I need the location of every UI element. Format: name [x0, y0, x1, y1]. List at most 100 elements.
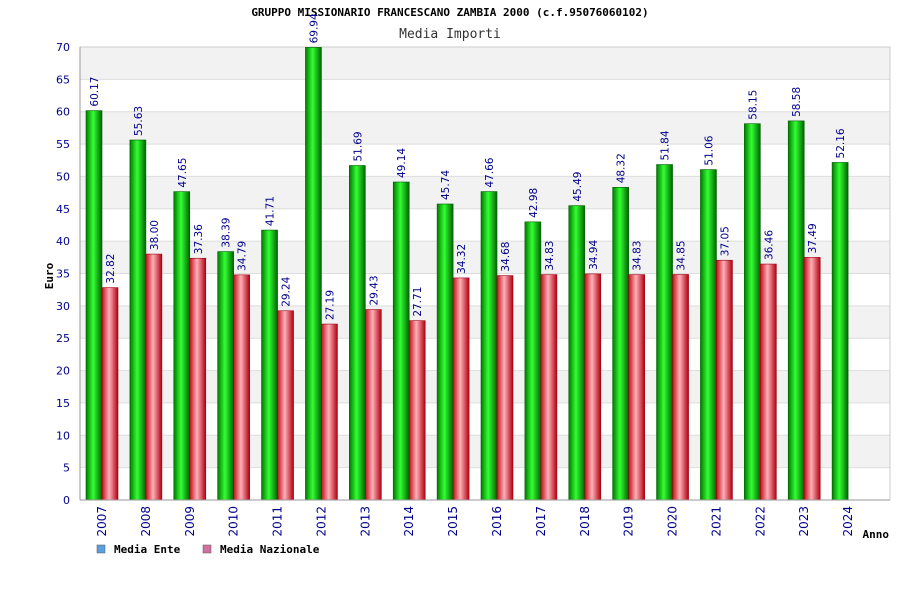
legend-swatch-media-ente [96, 544, 106, 554]
x-tick-label: 2020 [666, 506, 680, 537]
value-label: 37.36 [193, 224, 205, 254]
value-label: 58.58 [791, 87, 803, 117]
x-axis-ticks: 2007 2008 2009 2010 2011 2012 2013 2014 2015 2016… [95, 506, 855, 537]
grid-band [80, 111, 890, 145]
y-axis-label: Euro [43, 262, 56, 289]
value-label: 34.85 [676, 240, 688, 270]
y-tick-label: 50 [56, 170, 70, 183]
y-tick-label: 0 [63, 494, 70, 507]
legend: Media Ente Media Nazionale [96, 543, 320, 556]
value-label: 42.98 [528, 188, 540, 218]
bar-media-ente-2021 [700, 169, 717, 501]
bar-media-ente-2011 [261, 229, 278, 501]
value-label: 36.46 [763, 230, 775, 260]
bar-media-ente-2014 [392, 181, 410, 501]
bar-media-ente-2018 [568, 205, 586, 501]
x-tick-label: 2015 [446, 506, 460, 537]
value-label: 55.63 [133, 106, 145, 136]
bar-media-ente-2020 [656, 164, 673, 501]
bar-media-nazionale-2012 [321, 323, 338, 501]
x-tick-label: 2016 [490, 506, 504, 537]
x-tick-label: 2012 [314, 506, 328, 537]
bar-media-nazionale-2016 [496, 275, 514, 501]
y-tick-label: 30 [56, 300, 70, 313]
value-labels: 60.17 32.82 55.63 38.00 47.65 37.36 38.39 34.79… [89, 13, 847, 320]
value-label: 32.82 [105, 254, 117, 284]
value-label: 69.94 [308, 13, 320, 43]
x-tick-label: 2007 [95, 506, 109, 537]
legend-label-media-ente: Media Ente [114, 543, 181, 556]
legend-label-media-nazionale: Media Nazionale [220, 543, 320, 556]
value-label: 45.74 [440, 170, 452, 200]
bar-media-nazionale-2018 [584, 273, 602, 501]
value-label: 27.71 [412, 287, 424, 317]
bar-media-ente-2008 [129, 139, 147, 501]
y-tick-label: 10 [56, 429, 70, 442]
value-label: 51.69 [352, 131, 364, 161]
bar-media-nazionale-2009 [189, 257, 207, 501]
bar-media-ente-2024 [831, 162, 849, 501]
value-label: 34.94 [588, 240, 600, 270]
value-label: 60.17 [89, 77, 101, 107]
bar-media-nazionale-2014 [408, 320, 426, 501]
y-tick-label: 60 [56, 106, 70, 119]
bar-media-ente-2022 [744, 123, 761, 501]
x-axis-label: Anno [863, 528, 890, 541]
bar-media-ente-2013 [349, 165, 366, 501]
bar-media-nazionale-2017 [540, 274, 558, 501]
value-label: 29.24 [281, 276, 293, 306]
value-label: 52.16 [835, 128, 847, 158]
bar-media-ente-2023 [787, 120, 805, 501]
x-tick-label: 2014 [402, 506, 416, 537]
y-tick-label: 55 [56, 138, 70, 151]
bar-media-nazionale-2015 [452, 277, 470, 501]
bar-media-nazionale-2011 [277, 310, 294, 501]
chart-subtitle: Media Importi [399, 27, 501, 42]
y-tick-label: 70 [56, 41, 70, 54]
bar-media-nazionale-2010 [233, 274, 250, 501]
x-tick-label: 2024 [841, 506, 855, 537]
value-label: 38.00 [149, 220, 161, 250]
value-label: 38.39 [221, 217, 233, 247]
bar-media-nazionale-2020 [672, 274, 689, 501]
value-label: 49.14 [396, 148, 408, 178]
value-label: 45.49 [572, 172, 584, 202]
bar-media-ente-2012 [305, 47, 322, 501]
value-label: 41.71 [265, 196, 277, 226]
x-tick-label: 2010 [227, 506, 241, 537]
bar-media-ente-2019 [612, 187, 629, 501]
bar-media-nazionale-2007 [101, 287, 119, 501]
bar-media-nazionale-2013 [365, 309, 382, 501]
bar-media-nazionale-2022 [760, 263, 777, 501]
y-tick-label: 25 [56, 332, 70, 345]
bar-media-ente-2017 [524, 221, 542, 501]
x-tick-label: 2011 [271, 506, 285, 537]
bar-media-ente-2007 [85, 110, 103, 501]
value-label: 27.19 [324, 290, 336, 320]
bar-media-nazionale-2023 [803, 257, 821, 501]
value-label: 34.83 [544, 241, 556, 271]
y-tick-label: 35 [56, 268, 70, 281]
bar-media-nazionale-2019 [628, 274, 645, 501]
value-label: 34.83 [632, 241, 644, 271]
grid-band [80, 47, 890, 80]
legend-swatch-media-nazionale [202, 544, 212, 554]
x-tick-label: 2017 [534, 506, 548, 537]
y-tick-label: 20 [56, 365, 70, 378]
x-tick-label: 2021 [709, 506, 723, 537]
bar-media-nazionale-2008 [145, 253, 163, 501]
x-tick-label: 2022 [753, 506, 767, 537]
value-label: 47.65 [177, 158, 189, 188]
value-label: 47.66 [484, 157, 496, 187]
bar-media-ente-2015 [436, 203, 454, 501]
chart-title: GRUPPO MISSIONARIO FRANCESCANO ZAMBIA 20… [251, 6, 648, 19]
value-label: 48.32 [616, 153, 628, 183]
y-tick-label: 15 [56, 397, 70, 410]
bar-media-ente-2009 [173, 191, 191, 501]
y-tick-label: 5 [63, 462, 70, 475]
value-label: 34.32 [456, 244, 468, 274]
value-label: 37.05 [719, 226, 731, 256]
y-tick-label: 40 [56, 235, 70, 248]
value-label: 37.49 [807, 223, 819, 253]
